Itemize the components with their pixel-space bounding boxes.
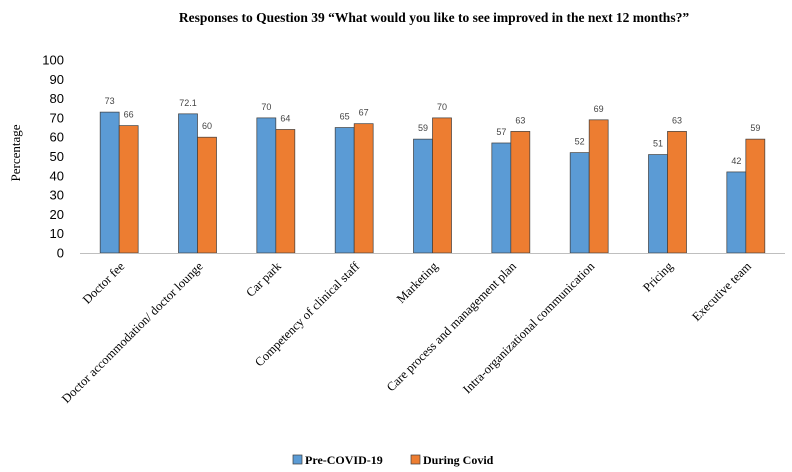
bars (99, 111, 766, 254)
legend-label: Pre-COVID-19 (305, 453, 383, 467)
bar-pre-covid (648, 154, 668, 254)
data-label: 65 (340, 112, 350, 122)
data-labels: 73 66 72.1 60 70 64 65 67 59 70 57 63 52 69 51 63 42 59 (105, 96, 761, 166)
x-tick-label: Intra-organizational communication (460, 259, 598, 397)
y-tick-label: 60 (50, 130, 64, 145)
y-tick-label: 30 (50, 188, 64, 203)
bar-during-covid (275, 129, 296, 254)
data-label: 70 (261, 102, 271, 112)
x-tick-label: Marketing (394, 259, 441, 306)
y-tick-label: 40 (50, 168, 64, 183)
bar-pre-covid (726, 171, 747, 254)
bar-during-covid (510, 131, 531, 254)
bar-pre-covid (491, 142, 512, 254)
x-tick-label: Doctor accommodation/ doctor lounge (59, 259, 206, 406)
y-tick-label: 0 (57, 246, 64, 261)
y-tick-label: 10 (50, 226, 64, 241)
bar-during-covid (197, 136, 217, 254)
y-tick-label: 90 (50, 72, 64, 87)
data-label: 51 (653, 139, 663, 149)
x-tick-label: Car park (243, 259, 284, 300)
data-label: 69 (594, 104, 604, 114)
y-axis-label: Percentage (8, 124, 23, 181)
legend-label: During Covid (423, 453, 494, 467)
bar-during-covid (745, 138, 766, 254)
y-tick-label: 50 (50, 149, 64, 164)
bar-during-covid (353, 123, 374, 254)
bar-during-covid (432, 117, 452, 254)
data-label: 70 (437, 102, 447, 112)
bar-pre-covid (569, 152, 590, 254)
data-label: 67 (359, 108, 369, 118)
data-label: 64 (280, 113, 290, 123)
bar-during-covid (588, 119, 609, 254)
data-label: 57 (496, 127, 506, 137)
y-tick-label: 70 (50, 110, 64, 125)
legend-swatch (292, 454, 303, 465)
data-label: 66 (124, 110, 134, 120)
bar-pre-covid (178, 113, 198, 254)
y-tick-label: 20 (50, 207, 64, 222)
legend-swatch (410, 454, 421, 465)
x-tick-label: Care process and management plan (384, 259, 520, 395)
data-label: 63 (515, 115, 525, 125)
bar-during-covid (118, 125, 139, 254)
x-tick-label: Executive team (689, 259, 754, 324)
bar-pre-covid (256, 117, 277, 254)
y-tick-label: 100 (42, 53, 64, 68)
x-tick-label: Pricing (640, 259, 676, 295)
data-label: 52 (575, 137, 585, 147)
chart-title: Responses to Question 39 “What would you… (179, 10, 689, 25)
data-label: 63 (672, 115, 682, 125)
data-label: 73 (105, 96, 115, 106)
y-axis-ticks: 0 10 20 30 40 50 60 70 80 90 100 (42, 53, 64, 261)
data-label: 72.1 (179, 98, 197, 108)
legend: Pre-COVID-19 During Covid (292, 453, 494, 467)
data-label: 42 (731, 156, 741, 166)
y-tick-label: 80 (50, 91, 64, 106)
data-label: 59 (418, 123, 428, 133)
bar-pre-covid (99, 111, 120, 254)
bar-pre-covid (413, 138, 433, 254)
bar-during-covid (667, 131, 687, 254)
data-label: 59 (750, 123, 760, 133)
bar-pre-covid (334, 127, 355, 254)
data-label: 60 (202, 121, 212, 131)
x-tick-label: Doctor fee (80, 259, 128, 307)
